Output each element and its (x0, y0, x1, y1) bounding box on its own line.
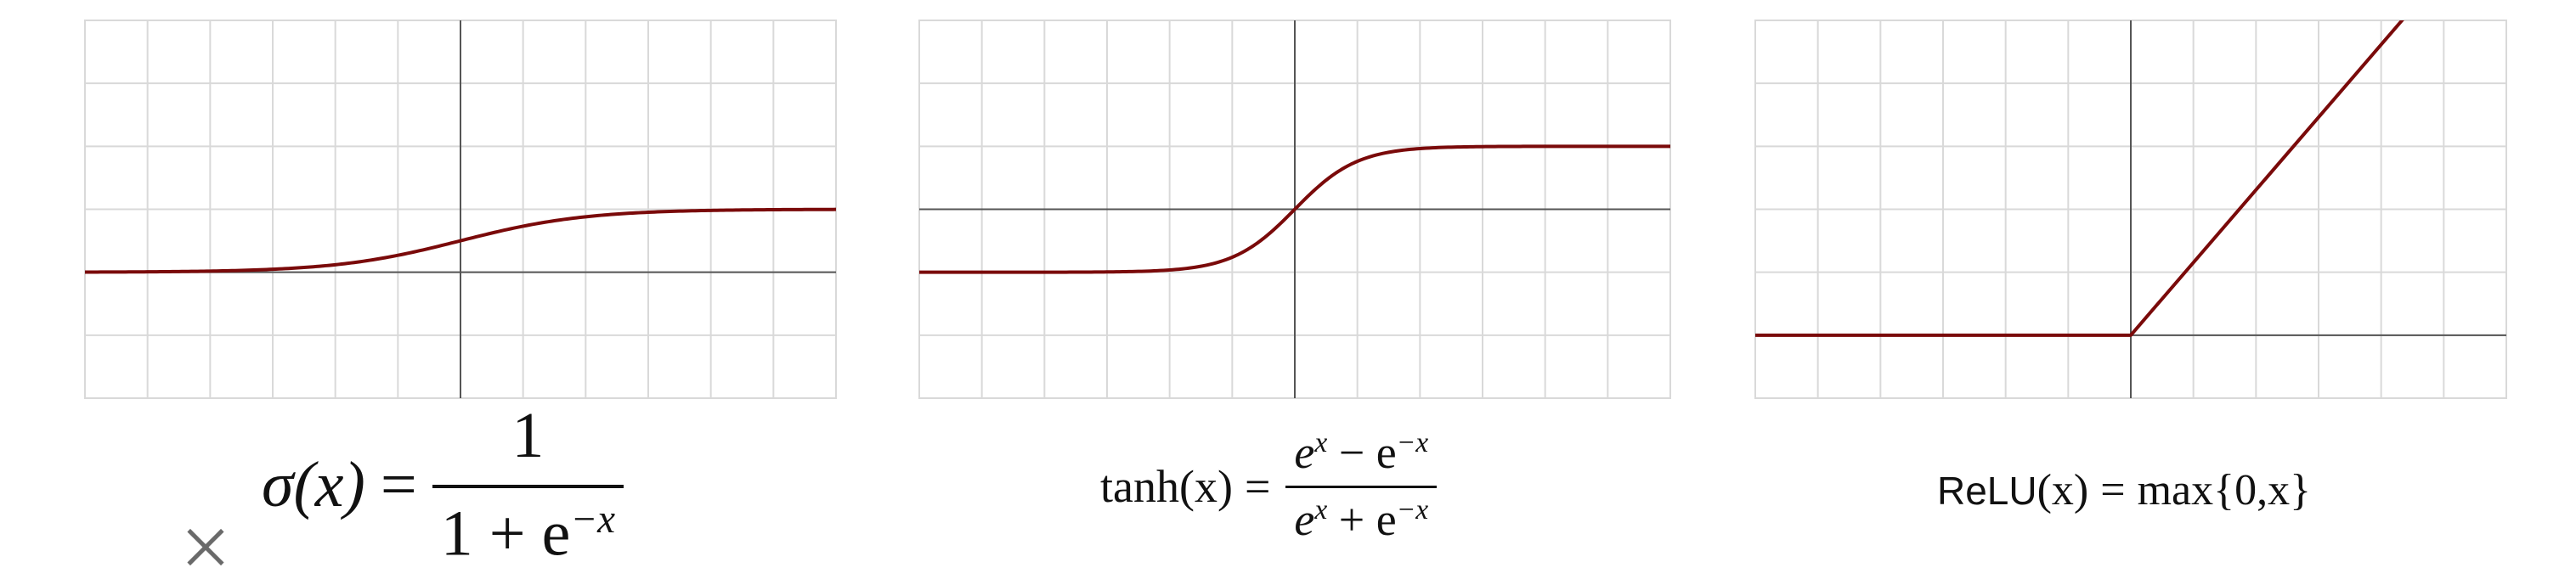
sigmoid-equals: = (380, 448, 417, 520)
tanh-den-e1: e (1294, 494, 1315, 545)
relu-word: ReLU (1937, 468, 2037, 513)
tanh-fraction: ex − e−x ex + e−x (1285, 426, 1438, 546)
sigmoid-numerator: 1 (511, 400, 545, 471)
sigmoid-curve (85, 207, 836, 274)
tanh-num-e1: e (1294, 427, 1315, 478)
tanh-numerator: ex − e−x (1285, 426, 1437, 486)
tanh-lhs: tanh(x) (1100, 460, 1233, 512)
tanh-num-exp1: x (1314, 427, 1328, 458)
relu-rhs: max{0,x} (2137, 466, 2312, 514)
relu-arg: (x) (2037, 466, 2089, 514)
tanh-num-op: − e (1327, 427, 1397, 478)
sigmoid-lhs: σ(x) (262, 448, 365, 520)
sigmoid-denominator: 1 + e−x (432, 485, 624, 571)
tanh-formula: tanh(x) = ex − e−x ex + e−x (1100, 426, 1438, 546)
sigmoid-den-base: 1 + e (440, 497, 571, 570)
sigmoid-plot (84, 20, 837, 399)
relu-plot (1754, 20, 2507, 399)
sigmoid-den-exponent: −x (570, 497, 616, 542)
tanh-den-exp1: x (1314, 494, 1328, 526)
tanh-plot (918, 20, 1671, 399)
tanh-equals: = (1244, 460, 1271, 512)
relu-equals: = (2100, 466, 2126, 514)
relu-formula: ReLU (x) = max{0,x} (1937, 465, 2311, 515)
sigmoid-fraction: 1 1 + e−x (432, 399, 624, 571)
tanh-curve (919, 144, 1670, 274)
tanh-den-exp2: −x (1396, 494, 1429, 526)
tanh-den-op: + e (1327, 494, 1397, 545)
relu-curve (1755, 20, 2404, 337)
sigmoid-formula: σ(x) = 1 1 + e−x (262, 399, 624, 571)
close-x-icon[interactable] (182, 523, 229, 571)
tanh-denominator: ex + e−x (1285, 486, 1438, 546)
tanh-num-exp2: −x (1396, 427, 1429, 458)
